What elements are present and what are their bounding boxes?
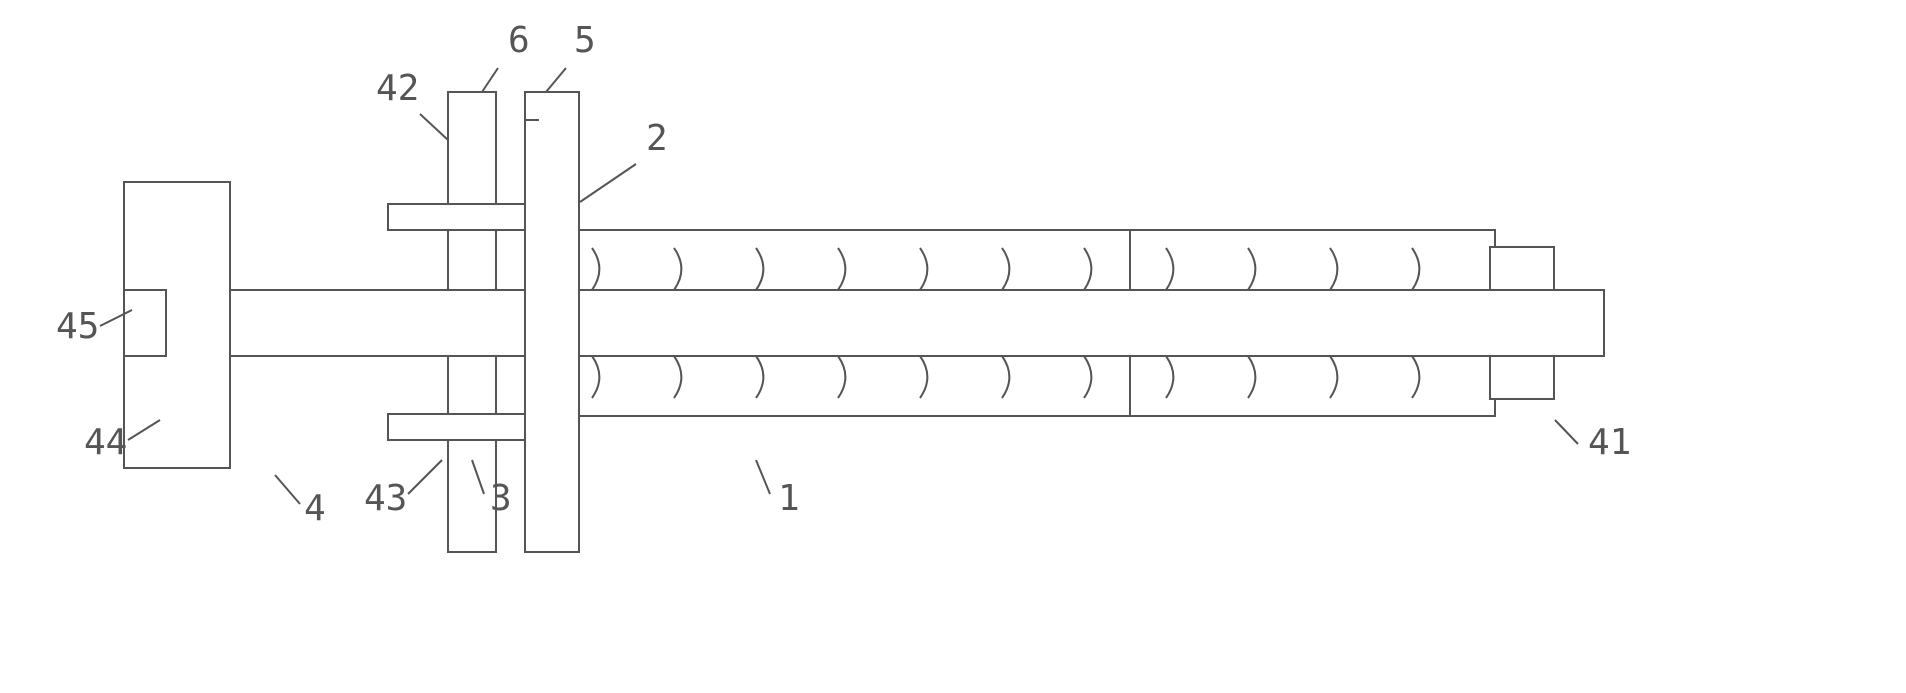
label-2: 2: [646, 118, 668, 159]
central-shaft: [124, 290, 1604, 356]
vertical-strip-wide: [525, 92, 579, 552]
vertical-strip-thin-seg: [448, 230, 496, 290]
label-5: 5: [574, 20, 596, 61]
leader-6: [482, 68, 498, 92]
label-6: 6: [508, 20, 530, 61]
label-42: 42: [376, 68, 419, 109]
leader-5: [546, 68, 566, 92]
leader-43: [408, 460, 442, 494]
leader-41: [1555, 420, 1578, 444]
label-45: 45: [56, 306, 99, 347]
label-43: 43: [364, 478, 407, 519]
cross-bar-top: [388, 204, 525, 230]
cross-bar-bot: [388, 414, 525, 440]
end-disc-slot: [124, 290, 166, 356]
vertical-strip-thin-seg: [448, 92, 496, 204]
label-3: 3: [490, 478, 512, 519]
label-4: 4: [304, 488, 326, 529]
label-1: 1: [778, 478, 800, 519]
leader-4: [275, 475, 300, 504]
label-41: 41: [1588, 422, 1631, 463]
label-44: 44: [84, 422, 127, 463]
vertical-strip-thin-seg: [448, 356, 496, 414]
leader-2: [580, 164, 636, 202]
leader-1: [756, 460, 770, 494]
vertical-strip-thin-seg: [448, 440, 496, 552]
leader-42: [420, 114, 448, 140]
